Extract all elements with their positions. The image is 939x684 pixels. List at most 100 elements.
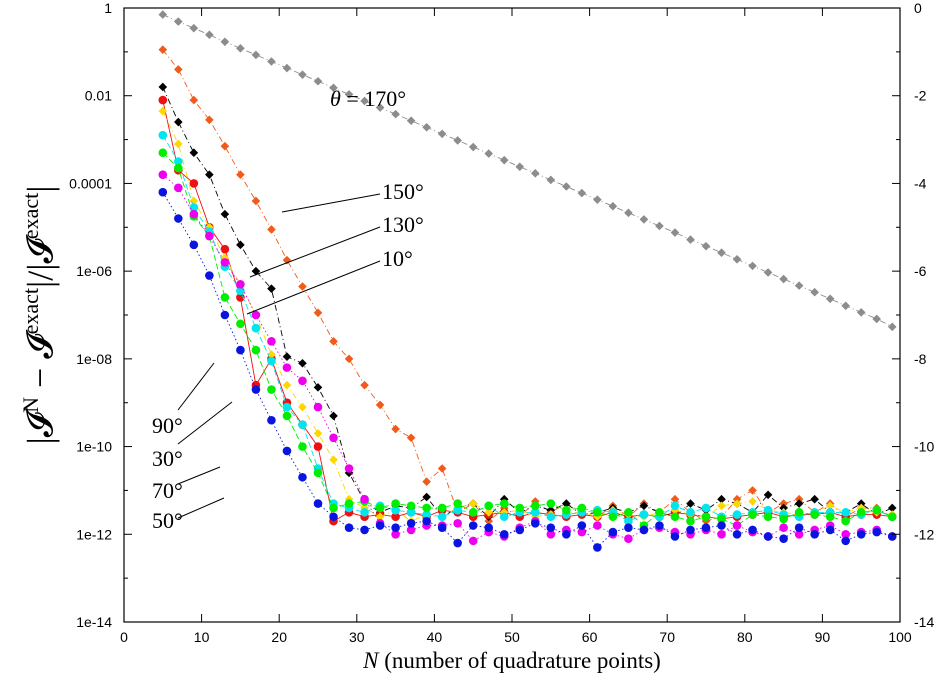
leader-line-90: [177, 362, 215, 411]
data-point-70: [546, 499, 556, 508]
y-tick-label-right: -6: [914, 263, 927, 279]
data-point-70: [763, 512, 773, 522]
data-point-50b: [841, 536, 850, 546]
data-point-170: [515, 162, 525, 172]
data-point-170: [732, 255, 742, 264]
y-tick-label-left: 1: [104, 0, 112, 16]
y-tick-label-left: 1e-12: [76, 526, 112, 542]
data-point-130: [189, 148, 199, 158]
data-point-130: [856, 499, 866, 508]
leader-line-30: [177, 401, 233, 445]
data-point-30: [763, 505, 773, 515]
data-point-150: [406, 433, 416, 443]
data-point-90: [825, 501, 835, 511]
data-point-170: [562, 182, 571, 191]
y-tick-label-right: 0: [914, 0, 922, 16]
data-point-150: [205, 115, 214, 125]
annotation-70: 70°: [152, 478, 183, 503]
data-point-50b: [717, 521, 726, 530]
data-point-30: [406, 508, 416, 517]
data-point-170: [670, 228, 680, 237]
data-point-170: [422, 122, 431, 132]
data-point-50b: [530, 519, 540, 528]
data-point-70: [825, 512, 835, 522]
data-point-50: [391, 529, 400, 539]
data-point-170: [717, 248, 726, 258]
data-point-130: [779, 503, 788, 513]
data-point-150: [422, 477, 431, 486]
data-point-30: [251, 323, 261, 333]
data-point-170: [282, 63, 292, 73]
y-tick-label-left: 0.0001: [69, 175, 112, 191]
data-point-130: [220, 209, 230, 219]
leader-line-130: [249, 226, 381, 278]
data-point-30: [546, 512, 556, 522]
data-point-70: [686, 516, 695, 526]
data-point-30: [686, 508, 695, 517]
data-point-30: [298, 420, 307, 429]
data-point-50: [453, 519, 462, 528]
data-point-170: [453, 136, 462, 145]
series-line-50b: [162, 191, 893, 549]
data-point-50b: [174, 214, 183, 223]
data-point-170: [375, 103, 385, 112]
data-point-130: [205, 170, 214, 179]
data-point-50: [236, 280, 245, 289]
y-tick-label-right: -4: [914, 175, 927, 191]
data-point-170: [236, 44, 245, 53]
data-point-50b: [344, 523, 354, 533]
data-point-50b: [779, 534, 788, 543]
data-point-150: [670, 494, 680, 504]
data-point-130: [236, 240, 245, 250]
data-point-70: [577, 503, 587, 513]
data-point-50b: [298, 472, 307, 482]
data-point-70: [748, 510, 757, 519]
data-point-170: [841, 301, 850, 311]
data-point-50b: [236, 345, 245, 355]
data-point-10: [220, 244, 230, 254]
data-point-130: [174, 117, 183, 127]
data-point-70: [872, 505, 882, 515]
data-point-90: [484, 508, 494, 517]
data-point-150: [251, 196, 261, 206]
data-point-150: [732, 494, 742, 504]
x-tick-label: 80: [737, 629, 753, 645]
data-point-70: [701, 512, 711, 522]
series-130: [158, 82, 897, 522]
data-point-30: [701, 503, 711, 513]
data-point-170: [360, 96, 369, 106]
data-point-50: [577, 527, 587, 537]
data-point-130: [763, 490, 773, 500]
data-point-50b: [608, 527, 618, 537]
data-point-50b: [686, 525, 695, 535]
data-point-50b: [205, 271, 214, 280]
data-point-130: [251, 266, 261, 276]
data-point-50: [282, 363, 292, 372]
data-point-10: [158, 95, 168, 105]
data-point-150: [794, 494, 804, 504]
data-point-50b: [406, 519, 416, 528]
data-point-150: [158, 45, 168, 54]
data-point-50b: [655, 521, 664, 530]
data-point-30: [174, 157, 183, 166]
data-point-70: [499, 499, 509, 508]
data-point-150: [484, 516, 494, 526]
data-point-30: [360, 508, 369, 517]
data-point-170: [329, 83, 338, 93]
data-point-70: [468, 508, 478, 517]
data-point-30: [158, 130, 168, 140]
data-point-90: [748, 497, 757, 506]
data-point-70: [267, 385, 276, 394]
data-point-170: [499, 155, 509, 165]
data-point-90: [158, 106, 168, 116]
data-point-170: [577, 188, 587, 198]
data-point-130: [298, 358, 307, 368]
data-point-50: [251, 310, 261, 320]
data-point-50b: [887, 532, 897, 541]
data-point-90: [282, 380, 292, 390]
y-axis-label: |𝓘N − 𝓘exact|/|𝓘exact|: [18, 186, 60, 445]
data-point-130: [810, 494, 819, 504]
series-line-130: [162, 86, 893, 518]
data-point-170: [872, 314, 882, 324]
